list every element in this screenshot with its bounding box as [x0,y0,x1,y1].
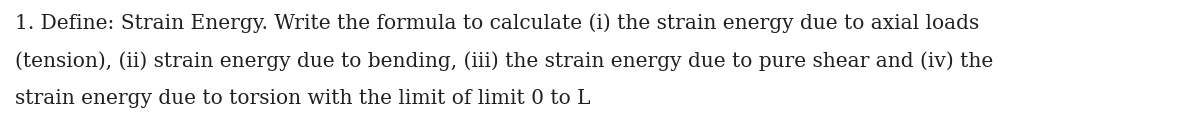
Text: strain energy due to torsion with the limit of limit 0 to L: strain energy due to torsion with the li… [14,89,590,108]
Text: 1. Define: Strain Energy. Write the formula to calculate (i) the strain energy d: 1. Define: Strain Energy. Write the form… [14,13,979,33]
Text: (tension), (ii) strain energy due to bending, (iii) the strain energy due to pur: (tension), (ii) strain energy due to ben… [14,51,994,71]
